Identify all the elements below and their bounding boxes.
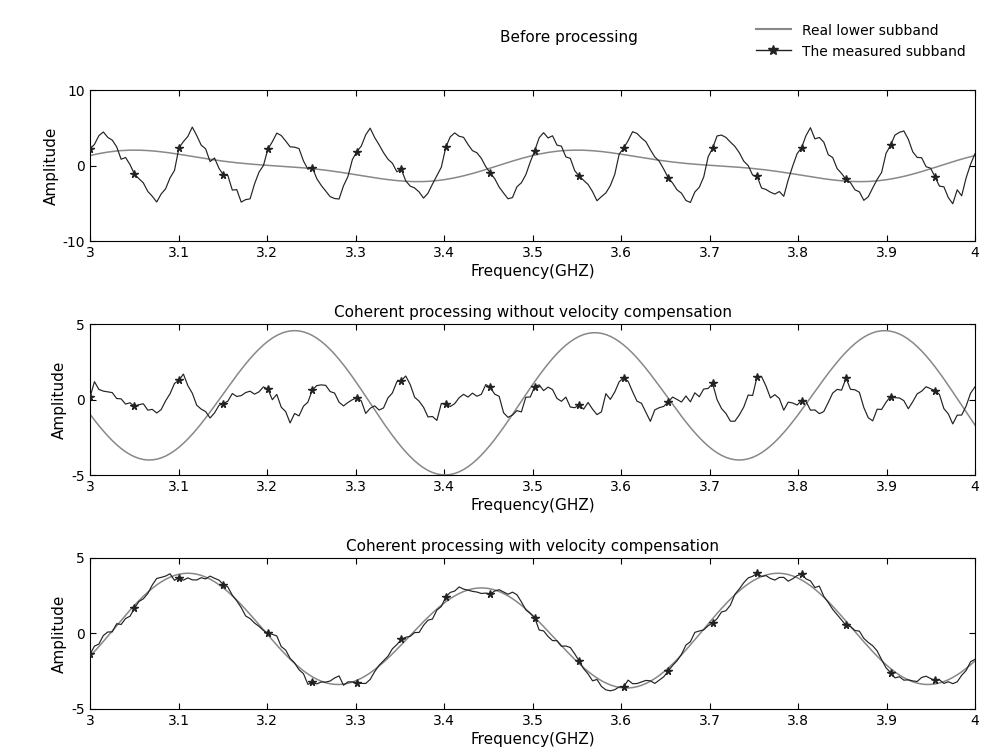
- Y-axis label: Amplitude: Amplitude: [43, 127, 58, 205]
- Y-axis label: Amplitude: Amplitude: [52, 594, 67, 673]
- X-axis label: Frequency(GHZ): Frequency(GHZ): [470, 265, 595, 279]
- Title: Coherent processing with velocity compensation: Coherent processing with velocity compen…: [346, 539, 719, 554]
- Text: Before processing: Before processing: [500, 30, 638, 45]
- Title: Coherent processing without velocity compensation: Coherent processing without velocity com…: [334, 305, 732, 320]
- X-axis label: Frequency(GHZ): Frequency(GHZ): [470, 498, 595, 513]
- Y-axis label: Amplitude: Amplitude: [52, 360, 67, 439]
- Legend: Real lower subband, The measured subband: Real lower subband, The measured subband: [750, 18, 971, 64]
- X-axis label: Frequency(GHZ): Frequency(GHZ): [470, 732, 595, 746]
